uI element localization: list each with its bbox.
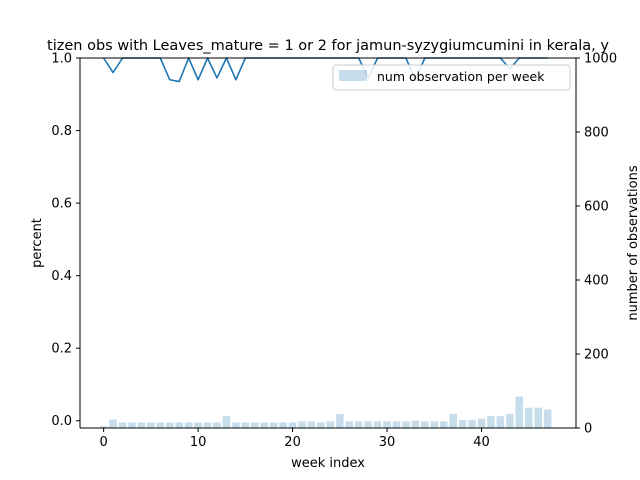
bar-week-32 (402, 421, 410, 428)
bar-week-3 (128, 422, 136, 428)
bar-week-13 (222, 416, 231, 428)
bar-week-34 (421, 421, 429, 428)
y-tick-label: 0.2 (51, 342, 72, 357)
plot-frame (79, 57, 577, 429)
bar-week-10 (194, 422, 202, 428)
y2-tick-label: 1000 (584, 52, 617, 67)
x-tick-label: 40 (473, 435, 490, 450)
y2-tick-label: 400 (584, 274, 609, 289)
y2-tick-label: 600 (584, 200, 609, 215)
bar-week-28 (364, 421, 372, 428)
bar-week-41 (487, 416, 495, 428)
y-tick-label: 0.0 (51, 414, 72, 429)
bar-week-23 (317, 422, 325, 428)
y-axis-label: percent (30, 218, 45, 268)
bar-week-29 (373, 421, 382, 428)
bar-week-16 (251, 422, 259, 428)
bar-week-36 (439, 421, 448, 428)
bar-week-1 (109, 419, 117, 428)
bar-week-30 (383, 421, 391, 428)
bar-week-39 (468, 419, 476, 428)
x-tick-label: 30 (379, 435, 396, 450)
bar-week-12 (213, 422, 221, 428)
bar-week-11 (203, 422, 212, 428)
bar-week-8 (175, 422, 183, 428)
bar-week-24 (326, 421, 335, 428)
bar-week-20 (288, 422, 297, 428)
bar-week-40 (477, 418, 486, 428)
x-axis-ticks: 0 10 20 30 40 (99, 428, 490, 450)
bar-week-33 (411, 420, 420, 428)
bar-week-43 (506, 413, 514, 428)
bar-week-31 (392, 421, 401, 428)
bar-week-9 (184, 422, 193, 428)
bar-week-45 (524, 407, 533, 428)
bar-week-0 (99, 426, 108, 428)
bar-week-15 (241, 422, 250, 428)
x-axis-label: week index (291, 456, 365, 471)
y2-tick-label: 0 (584, 422, 592, 437)
bar-week-42 (496, 416, 505, 428)
bar-week-38 (458, 419, 467, 428)
y-tick-label: 1.0 (51, 52, 72, 67)
bar-week-18 (269, 422, 278, 428)
legend: num observation per week (332, 64, 571, 91)
x-tick-label: 0 (99, 435, 107, 450)
bar-week-7 (165, 422, 174, 428)
bar-week-2 (118, 422, 127, 428)
bar-week-26 (345, 421, 354, 428)
bar-week-17 (260, 422, 269, 428)
y-axis-ticks: 0.0 0.2 0.4 0.6 0.8 1.0 (51, 52, 80, 429)
legend-box (332, 64, 571, 91)
chart-title: tizen obs with Leaves_mature = 1 or 2 fo… (47, 38, 609, 54)
bar-week-27 (354, 421, 363, 428)
bar-week-6 (156, 422, 165, 428)
bar-week-14 (232, 422, 240, 428)
y2-axis-ticks: 0 200 400 600 800 1000 (576, 52, 617, 437)
bar-week-21 (298, 421, 306, 428)
legend-swatch (339, 70, 367, 81)
bar-week-47 (543, 409, 552, 428)
legend-label: num observation per week (377, 69, 545, 84)
y-tick-label: 0.4 (51, 269, 72, 284)
bar-week-37 (449, 413, 457, 428)
bar-week-22 (307, 421, 316, 428)
y-tick-label: 0.8 (51, 124, 72, 139)
x-tick-label: 20 (284, 435, 301, 450)
bar-week-25 (336, 413, 344, 428)
bar-week-44 (515, 396, 524, 428)
y2-axis-label: number of observations (626, 165, 640, 320)
y2-tick-label: 800 (584, 126, 609, 141)
y2-tick-label: 200 (584, 348, 609, 363)
bar-series (99, 396, 552, 428)
bar-week-46 (534, 407, 542, 428)
y-tick-label: 0.6 (51, 197, 72, 212)
bar-week-4 (137, 422, 146, 428)
bar-week-19 (279, 422, 287, 428)
x-tick-label: 10 (190, 435, 207, 450)
bar-week-35 (430, 421, 439, 428)
bar-week-5 (147, 422, 155, 428)
